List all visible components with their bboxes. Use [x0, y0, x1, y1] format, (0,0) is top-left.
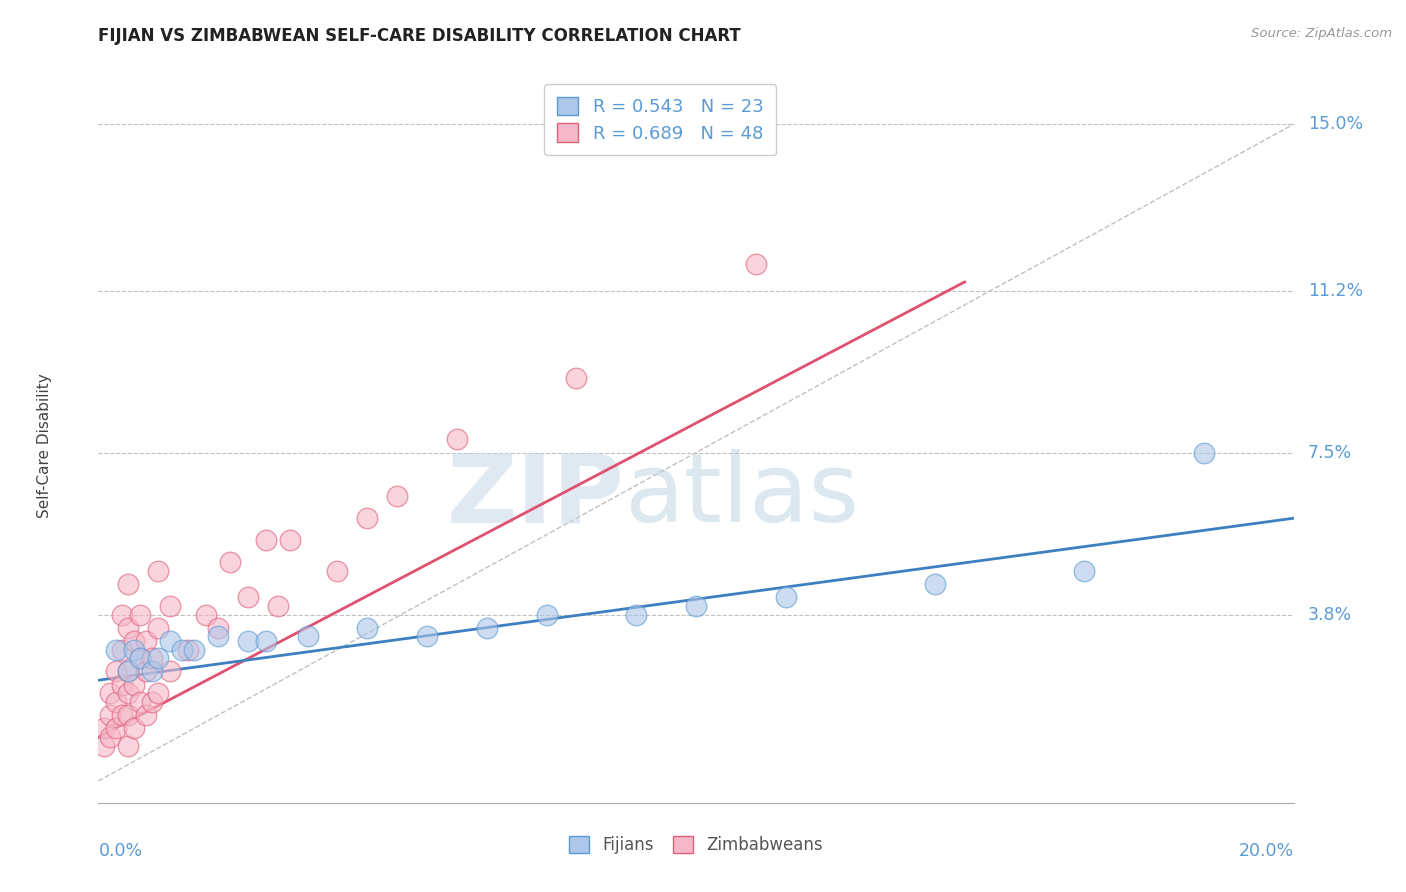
Point [356, 511, 378, 525]
Point [129, 607, 152, 622]
Point [183, 642, 205, 657]
Point [105, 642, 128, 657]
Text: 3.8%: 3.8% [1308, 606, 1353, 624]
Point [111, 607, 134, 622]
Point [446, 433, 468, 447]
Point [105, 665, 128, 679]
Point [129, 651, 152, 665]
Point [129, 695, 152, 709]
Point [177, 642, 200, 657]
Point [93, 722, 115, 736]
Text: atlas: atlas [624, 450, 859, 542]
Point [141, 665, 163, 679]
Point [98, 708, 122, 723]
Point [111, 708, 134, 723]
Point [117, 686, 139, 700]
Point [159, 599, 181, 613]
Point [159, 633, 181, 648]
Point [278, 533, 301, 548]
Point [148, 621, 170, 635]
Point [111, 642, 134, 657]
Point [148, 651, 170, 665]
Point [207, 629, 229, 643]
Point [536, 607, 558, 622]
Point [267, 599, 290, 613]
Text: 0.0%: 0.0% [98, 842, 142, 860]
Point [117, 577, 139, 591]
Point [685, 599, 707, 613]
Point [117, 621, 139, 635]
Point [1192, 445, 1215, 459]
Point [416, 629, 439, 643]
Point [475, 621, 498, 635]
Point [219, 555, 242, 569]
Point [148, 686, 170, 700]
Point [924, 577, 946, 591]
Point [117, 665, 139, 679]
Point [105, 722, 128, 736]
Point [297, 629, 319, 643]
Point [356, 621, 378, 635]
Point [236, 590, 259, 604]
Point [207, 621, 229, 635]
Point [254, 633, 277, 648]
Point [148, 564, 170, 578]
Point [117, 665, 139, 679]
Point [775, 590, 797, 604]
Point [159, 665, 181, 679]
Point [565, 371, 588, 385]
Point [98, 686, 122, 700]
Point [135, 708, 157, 723]
Point [141, 651, 163, 665]
Point [626, 607, 648, 622]
Point [254, 533, 277, 548]
Point [135, 665, 157, 679]
Point [385, 489, 409, 503]
Text: Self-Care Disability: Self-Care Disability [37, 374, 52, 518]
Point [124, 642, 146, 657]
Point [326, 564, 349, 578]
Point [1073, 564, 1095, 578]
Text: 11.2%: 11.2% [1308, 282, 1362, 300]
Point [129, 651, 152, 665]
Text: ZIP: ZIP [446, 450, 624, 542]
Point [105, 695, 128, 709]
Point [236, 633, 259, 648]
Text: FIJIAN VS ZIMBABWEAN SELF-CARE DISABILITY CORRELATION CHART: FIJIAN VS ZIMBABWEAN SELF-CARE DISABILIT… [98, 27, 741, 45]
Legend: Fijians, Zimbabweans: Fijians, Zimbabweans [557, 824, 835, 866]
Text: Source: ZipAtlas.com: Source: ZipAtlas.com [1251, 27, 1392, 40]
Text: 15.0%: 15.0% [1308, 115, 1362, 133]
Point [124, 633, 146, 648]
Point [745, 257, 768, 271]
Point [124, 722, 146, 736]
Point [98, 730, 122, 744]
Point [124, 677, 146, 691]
Point [172, 642, 194, 657]
Point [117, 739, 139, 753]
Point [111, 677, 134, 691]
Text: 20.0%: 20.0% [1239, 842, 1294, 860]
Point [195, 607, 218, 622]
Point [135, 633, 157, 648]
Point [93, 739, 115, 753]
Point [117, 708, 139, 723]
Text: 7.5%: 7.5% [1308, 443, 1353, 461]
Point [141, 695, 163, 709]
